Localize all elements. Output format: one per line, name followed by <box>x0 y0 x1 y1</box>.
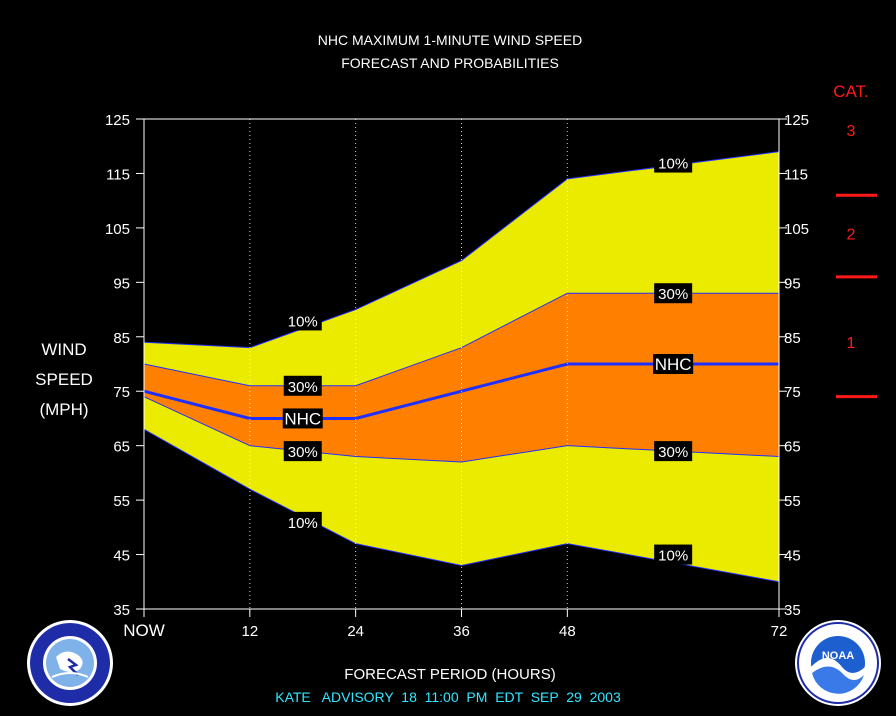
band-label-7: NHC <box>655 355 692 374</box>
y-tick-label-right-115: 115 <box>784 166 808 183</box>
band-label-bg-3 <box>283 441 322 462</box>
band-labels: 10% 30% NHC 30% 10% 10% 30% NHC 30% 10% <box>282 152 694 565</box>
y-tick-label-right-55: 55 <box>784 493 801 510</box>
band-label-2: NHC <box>284 409 321 428</box>
category-label-3: 3 <box>847 123 856 140</box>
y-tick-label-right-75: 75 <box>784 384 801 401</box>
boundary-line-1 <box>143 292 779 387</box>
x-tick-label-12: 12 <box>241 623 258 640</box>
category-label-1: 1 <box>847 335 856 352</box>
y-axis-ticks: 35 35 45 45 55 55 65 65 75 75 85 85 95 95 105 105 115 115… <box>105 112 809 619</box>
y-tick-label-right-95: 95 <box>784 275 801 292</box>
band-label-5: 10% <box>658 156 688 173</box>
category-scale: CAT. 3 2 1 <box>833 82 877 399</box>
band-label-bg-5 <box>654 152 693 173</box>
boundary-line-4 <box>143 428 780 583</box>
category-title: CAT. <box>833 82 869 101</box>
x-tick-label-72: 72 <box>771 623 788 640</box>
y-tick-label-left-75: 75 <box>113 384 130 401</box>
advisory-footer: KATE ADVISORY 18 11:00 PM EDT SEP 29 200… <box>275 689 621 705</box>
band-label-bg-4 <box>283 511 322 532</box>
x-tick-label-24: 24 <box>347 623 364 640</box>
y-tick-label-left-35: 35 <box>113 602 130 619</box>
band-label-8: 30% <box>658 444 688 461</box>
y-tick-label-right-35: 35 <box>784 602 801 619</box>
y-tick-label-left-125: 125 <box>105 112 130 129</box>
x-tick-label-48: 48 <box>559 623 576 640</box>
y-tick-label-right-105: 105 <box>784 221 809 238</box>
band-label-4: 10% <box>288 515 318 532</box>
nhc-forecast-line <box>143 362 779 420</box>
noaa-logo-text: NOAA <box>822 650 854 662</box>
band-label-bg-0 <box>283 310 322 331</box>
y-axis-label-line-1: SPEED <box>35 370 93 389</box>
band-label-bg-9 <box>654 544 693 565</box>
y-tick-label-right-125: 125 <box>784 112 809 129</box>
band-label-1: 30% <box>288 379 318 396</box>
x-axis-ticks: NOW 12 24 36 48 72 <box>123 609 787 640</box>
y-axis-label: WIND SPEED (MPH) <box>35 340 93 419</box>
band-label-bg-7 <box>653 354 694 374</box>
y-axis-label-line-0: WIND <box>41 340 86 359</box>
y-tick-label-left-105: 105 <box>105 221 130 238</box>
y-tick-label-right-85: 85 <box>784 330 801 347</box>
y-tick-label-left-115: 115 <box>106 166 130 183</box>
x-tick-label-NOW: NOW <box>123 621 165 640</box>
noaa-logo-icon: NOAA <box>795 620 881 706</box>
band-label-9: 10% <box>658 548 688 565</box>
y-tick-label-left-45: 45 <box>113 548 130 565</box>
chart-subtitle: FORECAST AND PROBABILITIES <box>341 55 559 71</box>
x-tick-label-36: 36 <box>453 623 470 640</box>
y-tick-label-left-65: 65 <box>113 439 130 456</box>
category-label-2: 2 <box>847 226 856 243</box>
y-tick-label-left-55: 55 <box>113 493 130 510</box>
band-label-6: 30% <box>658 286 688 303</box>
band-label-bg-2 <box>282 408 323 429</box>
boundary-line-3 <box>143 396 780 463</box>
y-axis-label-line-2: (MPH) <box>39 400 88 419</box>
y-tick-label-left-85: 85 <box>113 330 130 347</box>
y-tick-label-right-65: 65 <box>784 439 801 456</box>
band-label-bg-1 <box>283 375 322 396</box>
nws-logo-icon <box>27 620 113 706</box>
band-label-bg-6 <box>654 283 693 304</box>
y-tick-label-right-45: 45 <box>784 548 801 565</box>
x-axis-label: FORECAST PERIOD (HOURS) <box>344 666 555 683</box>
grid-lines <box>249 119 568 609</box>
band-label-0: 10% <box>288 313 318 330</box>
boundary-line-0 <box>143 151 780 349</box>
band-label-3: 30% <box>288 444 318 461</box>
chart-title: NHC MAXIMUM 1-MINUTE WIND SPEED <box>318 32 582 48</box>
band-label-bg-8 <box>654 441 693 462</box>
y-tick-label-left-95: 95 <box>113 275 130 292</box>
